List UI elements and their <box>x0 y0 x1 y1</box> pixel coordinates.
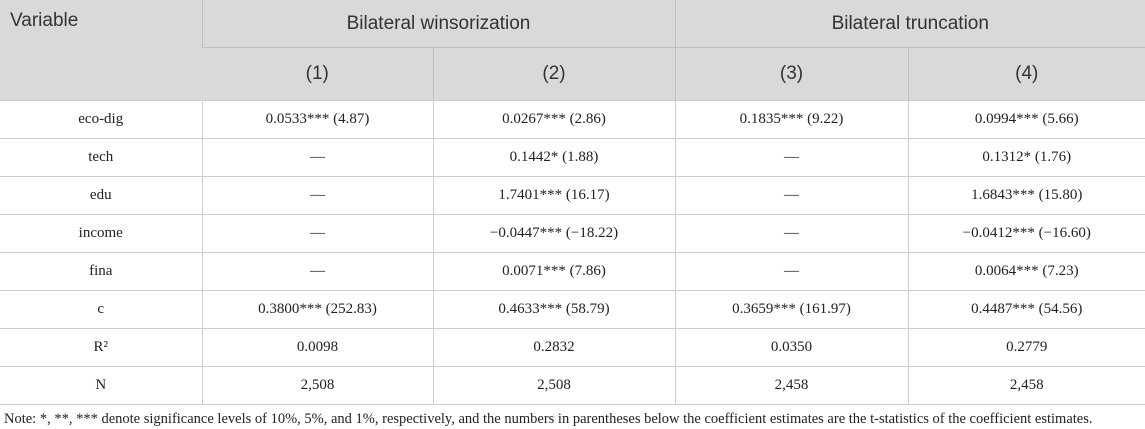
table-cell: 2,508 <box>201 366 433 405</box>
table-cell: 0.0350 <box>674 328 908 367</box>
row-label: c <box>0 290 202 329</box>
row-label: edu <box>0 176 202 215</box>
row-label: R² <box>0 328 202 367</box>
table-cell: 0.0098 <box>201 328 433 367</box>
regression-table: Variable Bilateral winsorization Bilater… <box>0 0 1145 405</box>
table-cell: 0.0071*** (7.86) <box>432 252 675 291</box>
table-cell: 0.4633*** (58.79) <box>432 290 675 329</box>
table-cell: 0.3800*** (252.83) <box>201 290 433 329</box>
column-header-1: (1) <box>202 47 433 101</box>
table-cell: 0.1442* (1.88) <box>432 138 675 177</box>
group-header-truncation: Bilateral truncation <box>674 0 1145 48</box>
table-cell: 0.0267*** (2.86) <box>432 100 675 139</box>
row-label: N <box>0 366 202 405</box>
table-cell: −0.0412*** (−16.60) <box>907 214 1145 253</box>
row-label: tech <box>0 138 202 177</box>
table-cell: — <box>674 214 908 253</box>
table-cell: 0.3659*** (161.97) <box>674 290 908 329</box>
table-note: Note: *, **, *** denote significance lev… <box>4 411 1093 427</box>
group-header-winsorization: Bilateral winsorization <box>201 0 675 48</box>
table-cell: 0.4487*** (54.56) <box>907 290 1145 329</box>
table-cell: 0.0064*** (7.23) <box>907 252 1145 291</box>
table-cell: — <box>674 138 908 177</box>
table-cell: — <box>674 252 908 291</box>
row-label: income <box>0 214 202 253</box>
table-cell: −0.0447*** (−18.22) <box>432 214 675 253</box>
column-header-2: (2) <box>432 47 675 101</box>
table-cell: — <box>201 176 433 215</box>
table-cell: 0.0994*** (5.66) <box>907 100 1145 139</box>
table-cell: 0.2779 <box>907 328 1145 367</box>
table-row: tech — 0.1442* (1.88) — 0.1312* (1.76) <box>0 138 1145 177</box>
table-row: eco-dig 0.0533*** (4.87) 0.0267*** (2.86… <box>0 100 1145 139</box>
table-cell: 0.1312* (1.76) <box>907 138 1145 177</box>
table-cell: 2,508 <box>432 366 675 405</box>
row-label: fina <box>0 252 202 291</box>
table-row: edu — 1.7401*** (16.17) — 1.6843*** (15.… <box>0 176 1145 215</box>
table-cell: — <box>201 252 433 291</box>
table-row: R² 0.0098 0.2832 0.0350 0.2779 <box>0 328 1145 367</box>
table-cell: 1.7401*** (16.17) <box>432 176 675 215</box>
table-cell: 1.6843*** (15.80) <box>907 176 1145 215</box>
table-cell: 0.2832 <box>432 328 675 367</box>
table-cell: 0.0533*** (4.87) <box>201 100 433 139</box>
table-row: fina — 0.0071*** (7.86) — 0.0064*** (7.2… <box>0 252 1145 291</box>
table-cell: — <box>201 138 433 177</box>
table-cell: — <box>674 176 908 215</box>
row-label: eco-dig <box>0 100 202 139</box>
variable-header: Variable <box>0 0 202 101</box>
table-row: income — −0.0447*** (−18.22) — −0.0412**… <box>0 214 1145 253</box>
table-cell: 2,458 <box>674 366 908 405</box>
table-row: c 0.3800*** (252.83) 0.4633*** (58.79) 0… <box>0 290 1145 329</box>
column-header-3: (3) <box>674 47 908 101</box>
table-cell: 2,458 <box>907 366 1145 405</box>
table-cell: 0.1835*** (9.22) <box>674 100 908 139</box>
column-header-4: (4) <box>907 47 1145 101</box>
table-cell: — <box>201 214 433 253</box>
table-row: N 2,508 2,508 2,458 2,458 <box>0 366 1145 405</box>
